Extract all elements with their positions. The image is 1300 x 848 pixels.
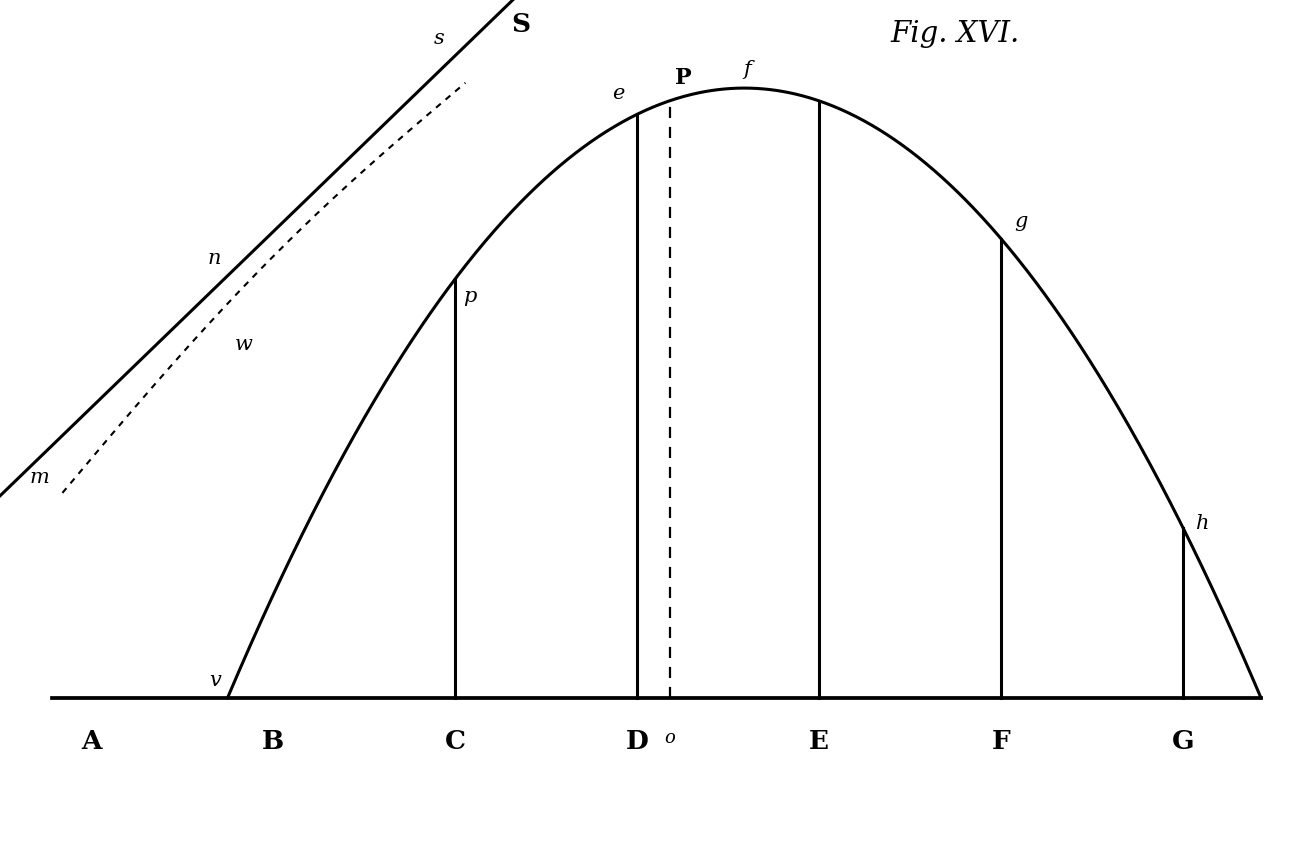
Text: C: C xyxy=(445,729,465,755)
Text: f: f xyxy=(744,59,751,79)
Text: s: s xyxy=(434,29,445,48)
Text: P: P xyxy=(675,67,692,89)
Text: S: S xyxy=(511,12,530,36)
Text: e: e xyxy=(611,83,624,103)
Text: w: w xyxy=(235,335,254,354)
Text: p: p xyxy=(463,287,476,306)
Text: D: D xyxy=(625,729,649,755)
Text: h: h xyxy=(1196,514,1209,533)
Text: m: m xyxy=(30,467,49,487)
Text: v: v xyxy=(209,671,221,690)
Text: A: A xyxy=(81,729,101,755)
Text: B: B xyxy=(261,729,285,755)
Text: E: E xyxy=(809,729,829,755)
Text: G: G xyxy=(1171,729,1195,755)
Text: o: o xyxy=(664,729,675,747)
Text: F: F xyxy=(992,729,1010,755)
Text: Fig. XVI.: Fig. XVI. xyxy=(891,20,1021,47)
Text: n: n xyxy=(208,249,221,268)
Text: g: g xyxy=(1014,212,1027,231)
